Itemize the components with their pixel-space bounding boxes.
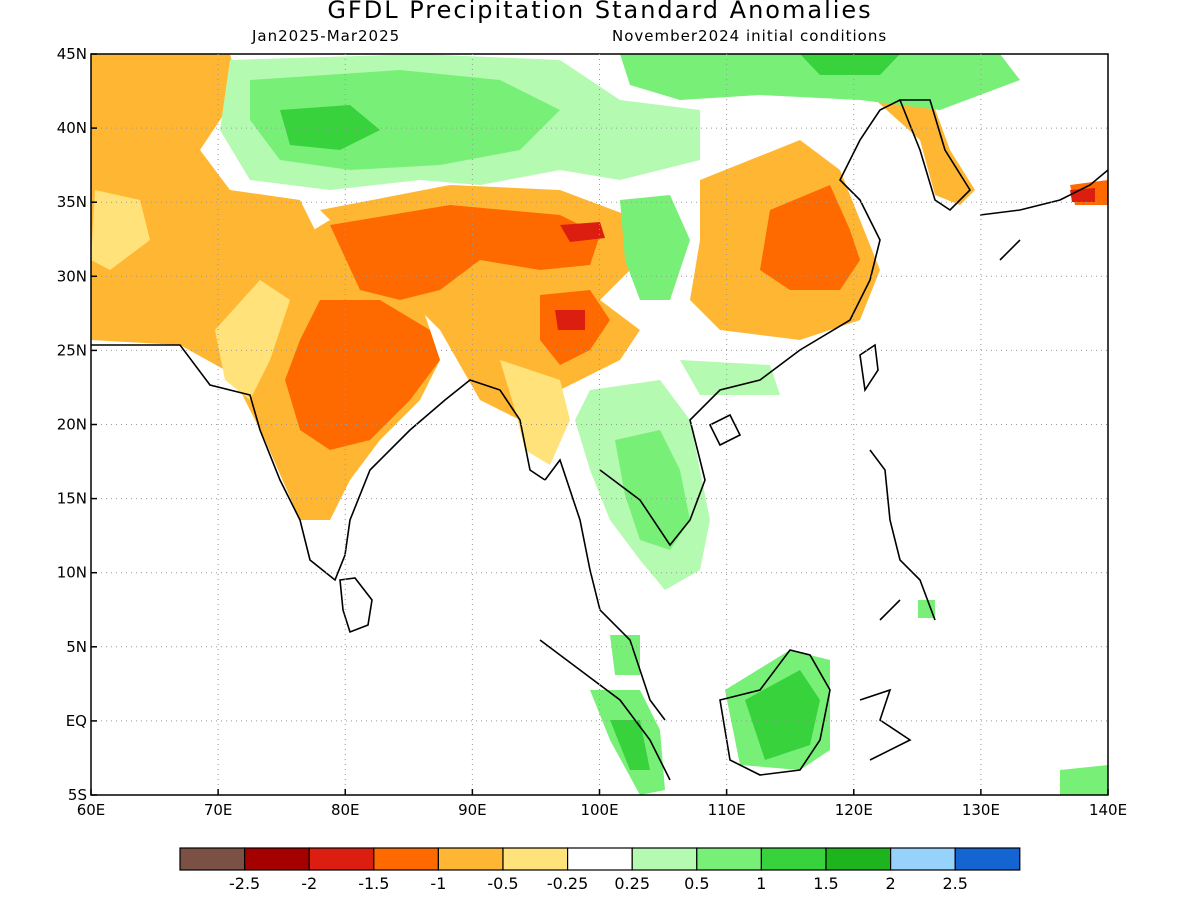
lat-tick-label: 10N	[57, 564, 87, 582]
lon-tick-label: 100E	[580, 801, 618, 819]
field-wet-sumatra-strong	[610, 720, 650, 770]
colorbar-swatch	[696, 847, 762, 871]
lat-tick-label: 35N	[57, 193, 87, 211]
field-dry-indochina-light	[500, 360, 570, 465]
colorbar-swatch	[308, 847, 375, 871]
field-wet-south-china	[680, 360, 780, 395]
colorbar-swatch	[889, 847, 956, 871]
lat-tick-label: 15N	[57, 490, 87, 508]
colorbar-label: -1	[430, 874, 446, 893]
lat-tick-label: 5S	[68, 786, 87, 804]
field-wet-mongolia	[620, 54, 1020, 110]
field-wet-indochina-mid	[615, 430, 690, 550]
field-dry-india-strong	[285, 300, 440, 450]
forecast-period: Jan2025-Mar2025	[252, 27, 401, 45]
colorbar-label: -1.5	[358, 874, 389, 893]
field-wet-mongolia-strong	[800, 54, 900, 75]
coast-indochina	[544, 99, 901, 721]
lon-tick-label: 130E	[962, 801, 1000, 819]
coast-philippines	[869, 449, 936, 621]
lon-tick-label: 120E	[835, 801, 873, 819]
lon-tick-label: 110E	[708, 801, 746, 819]
field-dry-west-light	[91, 190, 150, 270]
coast-borneo	[719, 649, 831, 776]
lon-tick-label: 140E	[1089, 801, 1127, 819]
anomaly-fields	[91, 54, 1108, 795]
colorbar-label: 0.25	[614, 874, 650, 893]
lon-tick-label: 70E	[204, 801, 233, 819]
colorbar-label: -0.5	[487, 874, 518, 893]
coast-srilanka	[339, 577, 373, 634]
lat-tick-label: 40N	[57, 119, 87, 137]
lon-tick-label: 90E	[458, 801, 487, 819]
field-dry-tibet-strong	[330, 205, 600, 300]
field-wet-central-asia-strong	[280, 105, 380, 150]
colorbar-label: -2	[301, 874, 317, 893]
lat-tick-label: 45N	[57, 45, 87, 63]
lon-tick-label: 60E	[77, 801, 106, 819]
lat-tick-label: 30N	[57, 267, 87, 285]
gridlines	[90, 53, 1109, 796]
coast-sulawesi	[859, 688, 912, 761]
field-very-dry-burma	[555, 310, 585, 330]
colorbar-label: 1.5	[813, 874, 838, 893]
colorbar-swatch	[437, 847, 504, 871]
lat-tick-label: 5N	[66, 638, 87, 656]
colorbar-label: 2.5	[942, 874, 967, 893]
map-title: GFDL Precipitation Standard Anomalies	[327, 0, 873, 24]
lat-tick-label: EQ	[66, 712, 87, 730]
colorbar-swatch	[954, 847, 1021, 871]
lon-tick-label: 80E	[331, 801, 360, 819]
colorbar-swatch	[760, 847, 827, 871]
colorbar-swatch	[566, 847, 633, 871]
coast-hainan	[708, 413, 742, 447]
colorbar-label: 1	[756, 874, 766, 893]
field-wet-newguinea	[1060, 765, 1108, 795]
coast-sumatra	[539, 639, 671, 781]
colorbar-swatch	[179, 847, 246, 871]
field-wet-china-strip	[620, 195, 690, 300]
field-very-dry-tibet	[560, 222, 605, 242]
colorbar-swatch	[373, 847, 439, 871]
axis-tick-labels: 60E 70E 80E 90E 100E 110E 120E 130E 140E 45N 40N 35…	[57, 45, 1127, 819]
field-dry-india-light	[215, 280, 290, 400]
lat-tick-label: 20N	[57, 416, 87, 434]
coast-korea	[898, 99, 972, 212]
coast-taiwan	[859, 343, 879, 393]
field-dry-korea	[870, 95, 975, 205]
field-dry-china-strong	[760, 185, 860, 290]
colorbar-label: 2	[886, 874, 896, 893]
colorbar-swatch	[244, 847, 310, 871]
colorbar-swatch	[502, 847, 569, 871]
field-wet-borneo-strong	[745, 670, 820, 760]
coast-japan	[979, 169, 1108, 261]
colorbar-swatch	[631, 847, 698, 871]
colorbar-swatch	[825, 847, 892, 871]
field-wet-philippines	[918, 600, 935, 618]
initial-conditions: November2024 initial conditions	[612, 27, 888, 45]
colorbar-label: 0.5	[684, 874, 709, 893]
colorbar: -2.5 -2 -1.5 -1 -0.5 -0.25 0.25 0.5 1 1.5 2 2.5	[179, 847, 1021, 893]
colorbar-label: -0.25	[547, 874, 588, 893]
field-dry-japan-strong	[1070, 188, 1095, 202]
lat-tick-label: 25N	[57, 341, 87, 359]
colorbar-label: -2.5	[229, 874, 260, 893]
